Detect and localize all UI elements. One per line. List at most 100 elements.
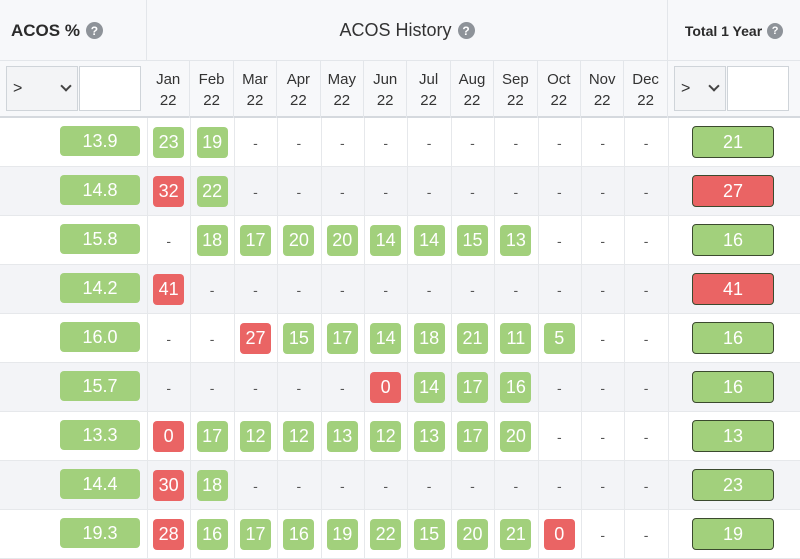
history-value-chip: 20 [283,225,315,256]
column-divider [407,412,409,461]
column-divider [667,363,669,412]
column-divider [233,510,235,559]
history-cell: 41 [147,265,190,314]
empty-value: - [600,477,606,494]
history-cell: 22 [190,167,233,216]
total-operator-value: > [681,79,691,97]
column-divider [667,118,669,167]
history-value-chip: 22 [370,519,402,550]
history-cell: - [234,363,277,412]
history-cell: 30 [147,461,190,510]
month-header[interactable]: Sep 22 [494,61,538,118]
total-value-badge: 19 [692,518,774,550]
acos-column-header[interactable]: ACOS % ? [0,0,147,61]
help-icon[interactable]: ? [457,22,475,39]
history-value-chip: 17 [456,372,488,403]
table-row[interactable]: 13.3 0 17 12 12 13 12 13 17 20 - - - 13 [0,412,800,461]
history-cell: 5 [538,314,581,363]
month-header[interactable]: Nov 22 [581,61,625,118]
month-name: Jan [156,70,181,88]
column-divider [364,314,365,363]
column-divider [277,363,279,412]
column-divider [537,510,539,559]
total-operator-select[interactable]: > [674,66,726,111]
history-cell: - [624,118,667,167]
month-header[interactable]: May 22 [321,61,364,118]
history-cell: - [321,118,364,167]
month-header[interactable]: Aug 22 [451,61,495,118]
history-cell: 18 [190,461,233,510]
history-cell: 20 [494,412,537,461]
column-divider [624,265,626,314]
history-cell: - [538,265,581,314]
column-divider [233,167,235,216]
column-divider [233,461,235,510]
table-row[interactable]: 14.4 30 18 - - - - - - - - - - 23 [0,461,800,510]
month-header[interactable]: Jul 22 [407,61,451,118]
history-value-chip: 20 [456,519,488,550]
empty-value: - [296,379,302,396]
column-divider [407,265,409,314]
history-cell: - [277,265,320,314]
empty-value: - [643,477,649,494]
column-divider [147,412,148,461]
empty-value: - [296,281,302,298]
table-row[interactable]: 15.7 - - - - - 0 14 17 16 - - - 16 [0,363,800,412]
table-row[interactable]: 14.2 41 - - - - - - - - - - - 41 [0,265,800,314]
empty-value: - [643,134,649,151]
column-divider [450,510,452,559]
history-cell: 18 [407,314,450,363]
history-cell: 15 [407,510,450,559]
month-header[interactable]: Apr 22 [277,61,321,118]
table-row[interactable]: 19.3 28 16 17 16 19 22 15 20 21 0 - - 19 [0,510,800,559]
total-column-header[interactable]: Total 1 Year ? [668,0,800,61]
column-divider [494,363,496,412]
acos-operator-select[interactable]: > [6,66,78,111]
history-cell: - [364,118,407,167]
column-divider [147,118,148,167]
history-cell: 13 [494,216,537,265]
column-divider [147,461,148,510]
history-cell: 17 [451,412,494,461]
history-cell: 20 [321,216,364,265]
column-divider [667,412,669,461]
empty-value: - [253,281,258,298]
column-divider [277,216,279,265]
table-row[interactable]: 16.0 - - 27 15 17 14 18 21 11 5 - - 16 [0,314,800,363]
column-divider [364,461,365,510]
total-filter: > [674,66,789,111]
month-header[interactable]: Feb 22 [190,61,234,118]
column-divider [537,314,539,363]
table-row[interactable]: 14.8 32 22 - - - - - - - - - - 27 [0,167,800,216]
history-value-chip: 13 [500,225,532,256]
history-cell: - [277,363,320,412]
history-cell: 15 [277,314,320,363]
history-cell: 12 [234,412,277,461]
empty-value: - [426,477,432,494]
column-divider [364,265,365,314]
column-divider [407,167,409,216]
table-row[interactable]: 13.9 23 19 - - - - - - - - - - 21 [0,118,800,167]
history-cell: - [538,167,581,216]
help-icon[interactable]: ? [85,22,103,39]
column-divider [233,265,235,314]
column-divider [190,461,192,510]
column-divider [494,118,496,167]
column-divider [494,510,496,559]
history-value-chip: 17 [239,519,271,550]
table-row[interactable]: 15.8 - 18 17 20 20 14 14 15 13 - - - 16 [0,216,800,265]
month-name: Nov [588,70,616,88]
month-header[interactable]: Jun 22 [364,61,408,118]
empty-value: - [470,183,475,200]
month-header[interactable]: Jan 22 [147,61,191,118]
month-header[interactable]: Dec 22 [624,61,668,118]
help-icon[interactable]: ? [767,22,784,39]
column-divider [624,167,626,216]
month-header[interactable]: Mar 22 [234,61,278,118]
total-filter-input[interactable] [727,66,789,111]
acos-filter-input[interactable] [79,66,141,111]
month-header[interactable]: Oct 22 [538,61,581,118]
history-value-chip: 5 [543,323,575,354]
month-name: Sep [502,70,529,88]
history-cell: - [364,265,407,314]
